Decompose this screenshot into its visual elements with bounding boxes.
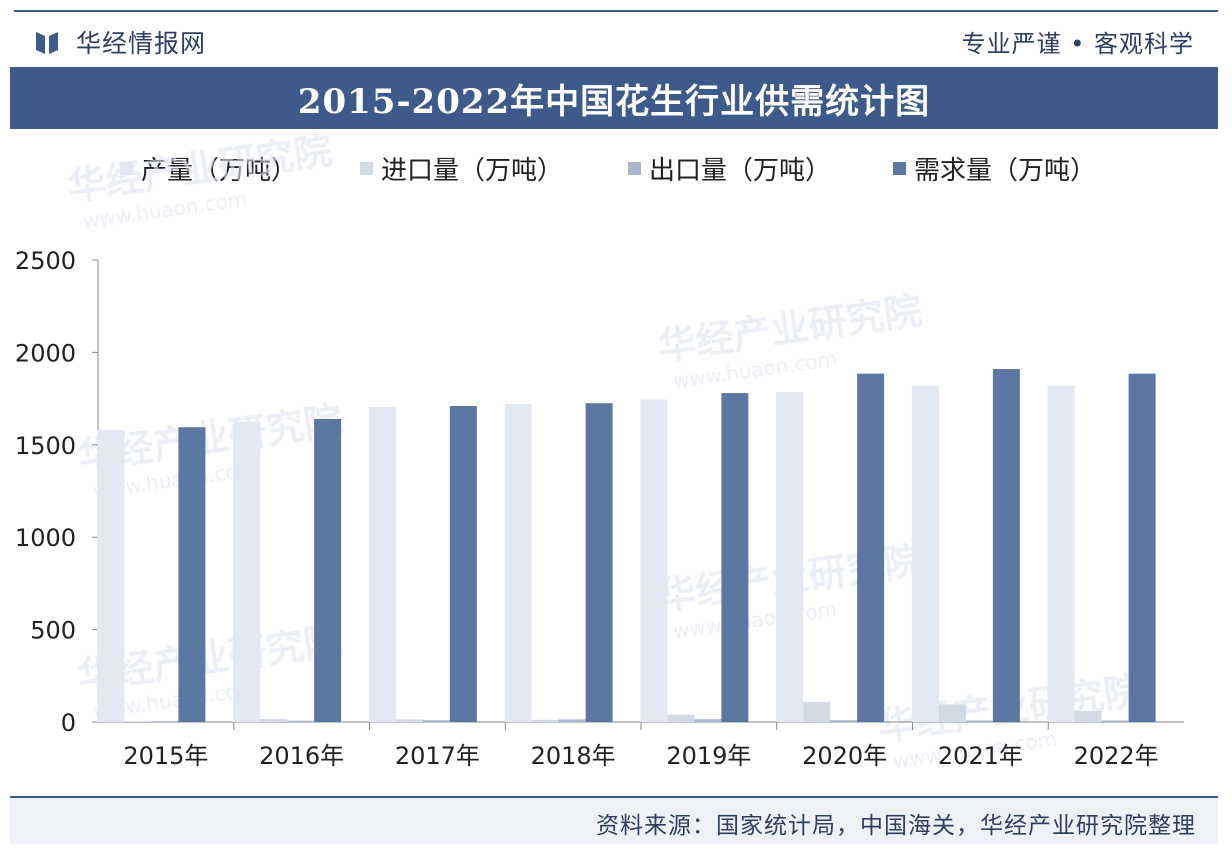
bar-2-2015年: [124, 721, 152, 722]
bar-4-2016年: [314, 418, 342, 722]
bars-layer: [97, 369, 1156, 722]
bar-1-2018年: [504, 404, 532, 722]
bar-2-2016年: [260, 719, 288, 722]
bar-3-2017年: [422, 720, 450, 722]
y-tick-label: 2000: [15, 339, 76, 367]
bar-3-2016年: [287, 720, 315, 722]
legend-item: 进口量（万吨）: [360, 150, 563, 187]
y-tick-label: 500: [30, 617, 76, 645]
bar-1-2020年: [776, 392, 804, 722]
legend-item: 需求量（万吨）: [893, 150, 1096, 187]
brand: 华经情报网: [36, 24, 206, 60]
bar-2-2020年: [803, 702, 831, 722]
bar-4-2020年: [857, 373, 885, 722]
source-note: 资料来源：国家统计局，中国海关，华经产业研究院整理: [596, 813, 1196, 839]
bar-3-2019年: [694, 719, 722, 722]
bar-2-2017年: [395, 719, 423, 722]
legend-label: 出口量（万吨）: [649, 156, 832, 186]
labels-layer: 0 500 1000 1500 2000 2500 2015年 2016年 2017年 2018年…: [15, 247, 1159, 770]
bar-1-2021年: [911, 385, 939, 722]
x-tick-label: 2020年: [802, 742, 887, 770]
x-tick-label: 2016年: [259, 742, 344, 770]
x-tick-label: 2019年: [666, 742, 751, 770]
top-header: 华经情报网 专业严谨 • 客观科学: [0, 0, 1232, 66]
chart-title: 2015-2022年中国花生行业供需统计图: [10, 67, 1218, 129]
bar-2-2019年: [667, 714, 695, 722]
bar-4-2022年: [1128, 373, 1156, 722]
legend-label: 需求量（万吨）: [914, 156, 1097, 186]
bar-3-2015年: [151, 721, 179, 722]
bar-1-2022年: [1047, 385, 1075, 722]
legend-swatch: [360, 162, 373, 175]
brand-logo-icon: [36, 32, 58, 54]
bar-1-2019年: [640, 399, 668, 722]
x-tick-label: 2017年: [395, 742, 480, 770]
bar-4-2015年: [178, 427, 206, 722]
bar-3-2022年: [1101, 720, 1129, 722]
legend-swatch: [120, 162, 133, 175]
bar-4-2019年: [721, 393, 749, 722]
bar-3-2020年: [830, 720, 858, 722]
brand-name: 华经情报网: [76, 29, 207, 58]
x-tick-label: 2015年: [123, 742, 208, 770]
bar-3-2021年: [965, 720, 993, 722]
legend-item: 出口量（万吨）: [628, 150, 831, 187]
bar-4-2018年: [585, 403, 613, 722]
bar-2-2021年: [938, 704, 966, 722]
y-tick-label: 0: [61, 709, 76, 737]
x-tick-label: 2021年: [938, 742, 1023, 770]
source-bar: 资料来源：国家统计局，中国海关，华经产业研究院整理: [10, 796, 1218, 844]
bar-1-2016年: [233, 421, 261, 722]
bar-3-2018年: [558, 719, 586, 722]
bar-2-2022年: [1074, 710, 1102, 722]
legend-label: 进口量（万吨）: [381, 156, 564, 186]
y-tick-label: 1500: [15, 432, 76, 460]
bar-1-2015年: [97, 430, 125, 722]
bar-2-2018年: [531, 719, 559, 722]
bar-4-2017年: [449, 405, 477, 722]
x-tick-label: 2022年: [1074, 742, 1159, 770]
chart-legend: 产量（万吨） 进口量（万吨） 出口量（万吨） 需求量（万吨）: [0, 150, 1232, 196]
x-tick-label: 2018年: [531, 742, 616, 770]
legend-label: 产量（万吨）: [141, 156, 298, 186]
header-rule: [14, 10, 1218, 12]
bar-4-2021年: [992, 369, 1020, 722]
legend-swatch: [893, 162, 906, 175]
legend-swatch: [628, 162, 641, 175]
y-tick-label: 1000: [15, 524, 76, 552]
bar-1-2017年: [368, 406, 396, 722]
y-tick-label: 2500: [15, 247, 76, 275]
slogan: 专业严谨 • 客观科学: [961, 30, 1194, 58]
legend-item: 产量（万吨）: [120, 150, 297, 187]
